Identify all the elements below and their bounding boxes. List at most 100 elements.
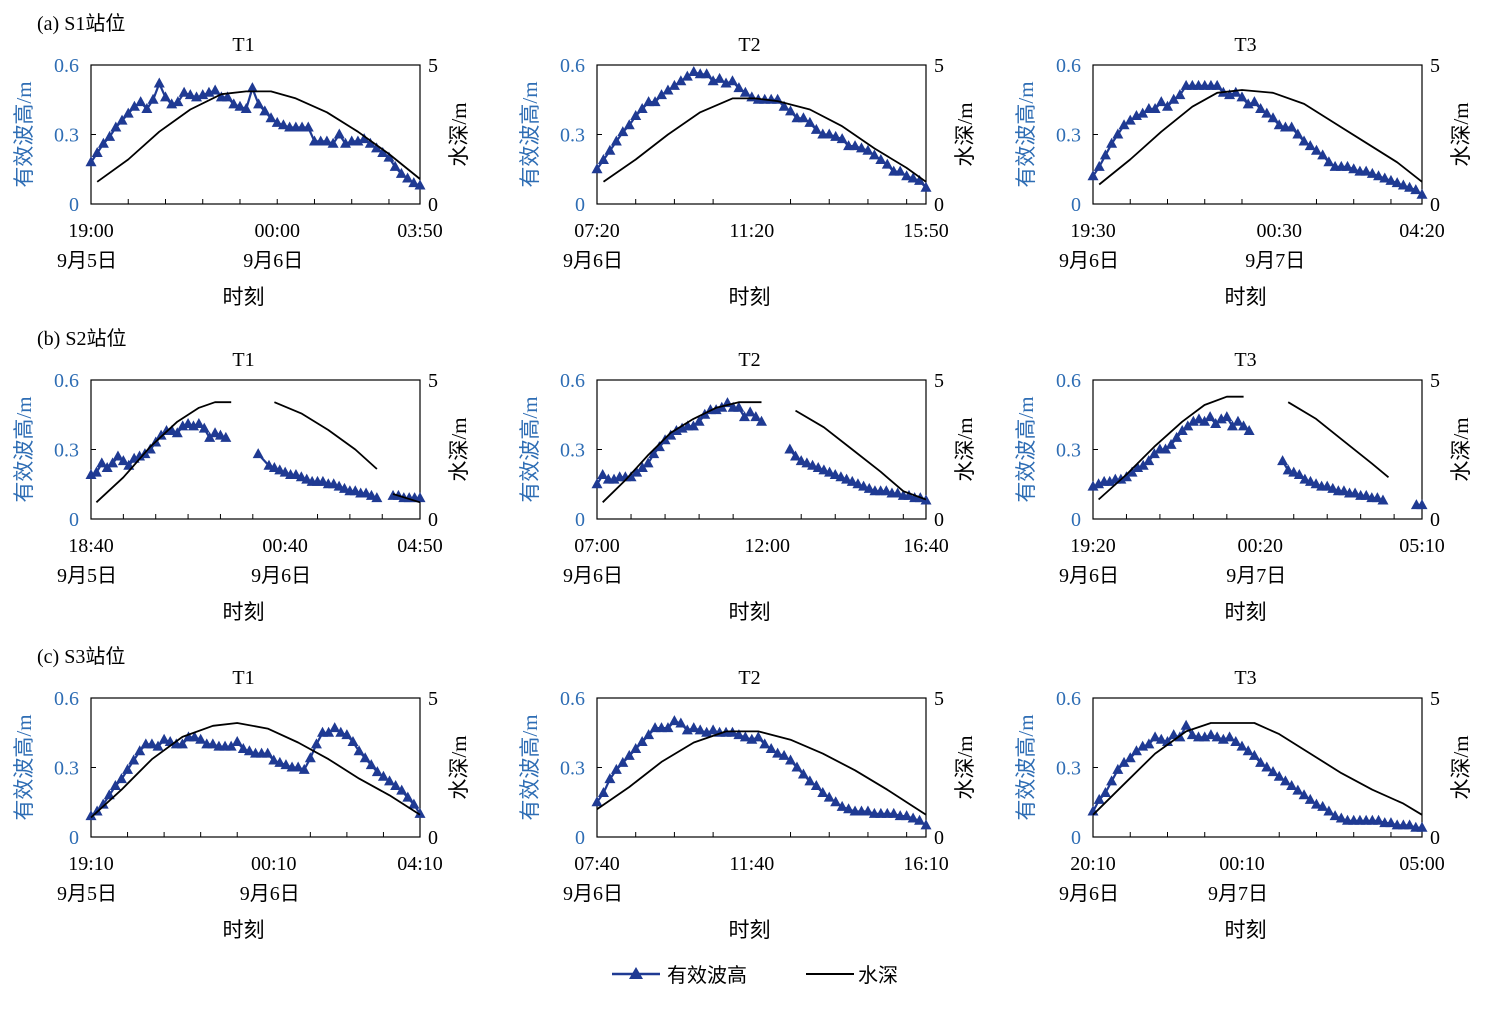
chart-7-wave-point-0-18	[707, 724, 719, 735]
chart-5-ytick-left-label-0: 0	[1071, 509, 1081, 531]
chart-3-wave-point-1-21	[371, 492, 383, 503]
chart-1-wave-point-0-36	[823, 128, 835, 139]
chart-2-wave-point-0-51	[1404, 181, 1416, 192]
chart-0-wave-point-0-49	[389, 160, 401, 171]
chart-7-xtick-date-0: 9月6日	[563, 883, 623, 905]
chart-4-ylabel-left: 有效波高/m	[518, 396, 542, 502]
chart-3-wave-point-1-0	[252, 448, 264, 459]
chart-5-wave-point-0-7	[1126, 466, 1138, 477]
chart-1-xtick-label-0: 07:20	[574, 220, 620, 242]
chart-8-wave-point-0-11	[1155, 733, 1167, 744]
chart-8-wave-point-0-24	[1236, 740, 1248, 751]
chart-6-wave-point-0-15	[176, 738, 188, 749]
chart-5-wave-point-0-26	[1232, 415, 1244, 426]
chart-6-ylabel-left: 有效波高/m	[12, 714, 36, 820]
chart-7-wave-point-0-26	[759, 738, 771, 749]
chart-6-wave-point-0-50	[390, 780, 402, 791]
chart-8-wave-point-0-6	[1124, 752, 1136, 763]
chart-2-xtick-label-1: 00:30	[1256, 220, 1302, 242]
chart-4-wave-point-0-6	[625, 471, 637, 482]
chart-8-wave-point-0-32	[1286, 780, 1298, 791]
chart-3-title: T1	[232, 349, 254, 371]
chart-2-wave-point-0-10	[1149, 103, 1161, 114]
chart-7-wave-point-0-36	[823, 791, 835, 802]
chart-6-wave-point-0-30	[268, 754, 280, 765]
chart-0-wave-point-0-53	[414, 179, 426, 190]
chart-6-wave-point-0-42	[341, 729, 353, 740]
chart-1-wave-point-0-37	[830, 130, 842, 141]
chart-2-wave-point-0-28	[1261, 107, 1273, 118]
chart-0-wave-point-0-2	[97, 137, 109, 148]
chart-5-series-1-segment-1	[1287, 401, 1390, 478]
chart-5-wave-point-0-22	[1210, 418, 1222, 429]
chart-6-wave-point-0-51	[396, 784, 408, 795]
chart-5-wave-point-0-15	[1171, 431, 1183, 442]
chart-8-wave-point-0-4	[1112, 763, 1124, 774]
chart-2-wave-point-0-23	[1230, 86, 1242, 97]
chart-0-wave-point-0-20	[209, 84, 221, 95]
chart-4-wave-point-1-6	[818, 464, 830, 475]
chart-2-xlabel: 时刻	[1225, 285, 1267, 309]
chart-8-wave-point-0-33	[1292, 784, 1304, 795]
chart-4-wave-point-1-19	[892, 487, 904, 498]
chart-1-wave-point-0-14	[681, 70, 693, 81]
chart-0-wave-point-0-27	[253, 98, 265, 109]
chart-6-wave-point-0-26	[243, 745, 255, 756]
chart-6-wave-point-0-11	[152, 740, 164, 751]
chart-3-wave-point-0-3	[101, 462, 113, 473]
chart-1-title: T2	[738, 34, 760, 56]
chart-6-series-0-segment-0	[90, 726, 421, 817]
chart-8-ytick-left-label-2: 0.6	[1056, 688, 1081, 710]
chart-8-wave-point-0-46	[1373, 814, 1385, 825]
chart-7-ytick-left-label-0: 0	[575, 827, 585, 849]
chart-1-wave-point-0-41	[855, 142, 867, 153]
chart-8-title: T3	[1234, 667, 1256, 689]
chart-2-wave-point-0-1	[1093, 160, 1105, 171]
chart-1-wave-point-0-17	[701, 68, 713, 79]
chart-1-wave-point-0-1	[597, 153, 609, 164]
chart-4-title: T2	[738, 349, 760, 371]
chart-7-wave-point-0-27	[765, 742, 777, 753]
chart-4-wave-point-0-25	[733, 401, 745, 412]
chart-6-wave-point-0-52	[402, 791, 414, 802]
chart-1-ylabel-right: 水深/m	[953, 102, 977, 166]
chart-8-xtick-date-0: 9月6日	[1059, 883, 1119, 905]
chart-2-wave-point-0-12	[1161, 100, 1173, 111]
chart-3-xtick-label-1: 00:40	[262, 535, 308, 557]
chart-3-wave-point-0-16	[171, 427, 183, 438]
chart-4-wave-point-1-10	[841, 473, 853, 484]
chart-6-wave-point-0-53	[408, 798, 420, 809]
chart-6-wave-point-0-12	[158, 733, 170, 744]
chart-2-wave-point-0-32	[1286, 121, 1298, 132]
chart-6-wave-point-0-39	[323, 726, 335, 737]
chart-0-wave-point-0-40	[333, 128, 345, 139]
chart-1-wave-point-0-10	[656, 89, 668, 100]
chart-1-panel: T2 0 0.3 0.6 0 5 有效波高/m 水深/m 07:20 9月6日 11:20 15:50…	[518, 34, 977, 309]
chart-1-series-0-segment-0	[596, 70, 927, 189]
row-label-c: (c) S3站位	[37, 645, 125, 668]
chart-3-wave-point-0-4	[107, 457, 119, 468]
chart-7-wave-point-0-48	[901, 810, 913, 821]
chart-0-wave-point-0-1	[91, 147, 103, 158]
chart-2-wave-point-0-36	[1310, 144, 1322, 155]
chart-0-wave-point-0-10	[147, 93, 159, 104]
chart-1-wave-point-0-11	[662, 84, 674, 95]
chart-0-ylabel-left: 有效波高/m	[12, 81, 36, 187]
chart-1-wave-point-0-44	[875, 153, 887, 164]
chart-8-ylabel-right: 水深/m	[1449, 735, 1473, 799]
chart-4-wave-point-1-4	[807, 459, 819, 470]
chart-3-panel: T1 0 0.3 0.6 0 5 有效波高/m 水深/m 18:40 9月5日 00:40 9月6日 0…	[12, 349, 471, 624]
chart-7-wave-point-0-3	[610, 763, 622, 774]
chart-5-wave-point-0-6	[1120, 471, 1132, 482]
chart-6-ytick-right-label-0: 0	[428, 827, 438, 849]
chart-6-wave-point-0-0	[85, 810, 97, 821]
chart-2-series-1-segment-0	[1098, 89, 1423, 186]
chart-2-title: T3	[1234, 34, 1256, 56]
chart-6-xlabel: 时刻	[223, 918, 265, 942]
chart-6-wave-point-0-10	[146, 738, 158, 749]
chart-4-wave-point-0-28	[750, 411, 762, 422]
chart-6-xtick-label-1: 00:10	[251, 853, 297, 875]
chart-8-series-1-segment-0	[1092, 722, 1423, 816]
chart-4-xtick-label-2: 16:40	[903, 535, 949, 557]
legend-wave-triangle-icon	[629, 967, 643, 979]
